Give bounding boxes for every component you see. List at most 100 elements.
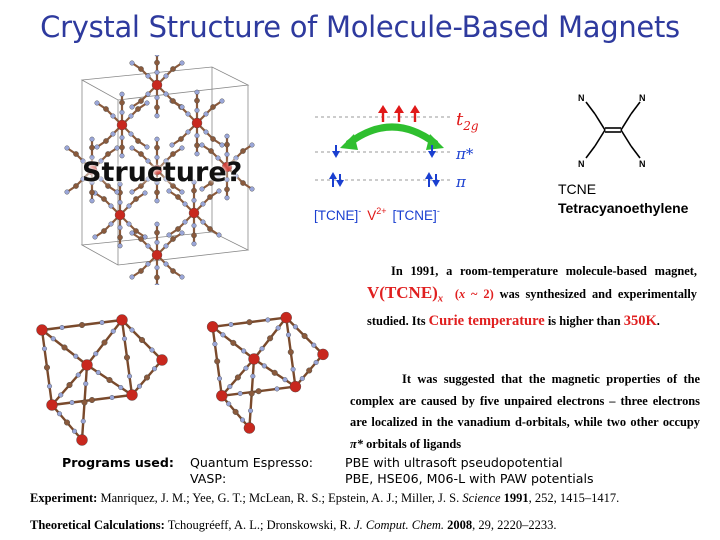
nitrogen-atom <box>163 261 169 267</box>
nitrogen-atom <box>92 234 98 240</box>
nitrogen-atom <box>129 274 135 280</box>
nitrogen-atom <box>142 190 148 196</box>
vanadium-atom <box>46 399 58 411</box>
nitrogen-atom <box>57 411 63 417</box>
nitrogen-atom <box>219 98 225 104</box>
nitrogen-atom <box>200 219 206 225</box>
vanadium-atom <box>243 422 256 434</box>
nitrogen-atom <box>259 346 265 352</box>
nitrogen-atom <box>179 145 185 151</box>
nitrogen-atom <box>154 221 160 227</box>
carbon-atom <box>210 136 216 142</box>
nitrogen-label: N <box>639 159 646 169</box>
carbon-atom <box>117 234 123 241</box>
carbon-atom <box>88 396 95 403</box>
pi-label: π <box>455 173 467 191</box>
nitrogen-atom <box>215 155 221 161</box>
nitrogen-atom <box>216 188 222 194</box>
vanadium-atom <box>317 348 329 361</box>
nitrogen-atom <box>217 376 223 382</box>
nitrogen-atom <box>203 111 209 117</box>
carbon-atom <box>230 339 237 346</box>
nitrogen-atom <box>114 189 120 195</box>
carbon-atom <box>170 268 176 274</box>
nitrogen-atom <box>129 104 135 110</box>
nitrogen-atom <box>145 261 151 267</box>
exchange-arrow <box>345 123 439 147</box>
vanadium-atom <box>151 79 163 91</box>
nitrogen-atom <box>119 91 125 97</box>
carbon-atom <box>301 333 308 340</box>
nitrogen-atom <box>75 372 81 378</box>
nitrogen-atom <box>163 158 169 164</box>
nitrogen-atom <box>109 394 115 400</box>
carbon-atom <box>103 106 109 112</box>
nitrogen-atom <box>154 136 160 142</box>
carbon-atom <box>255 388 262 395</box>
nitrogen-atom <box>129 189 135 195</box>
nitrogen-atom <box>154 180 160 186</box>
carbon-atom <box>194 142 200 149</box>
nitrogen-atom <box>80 158 86 164</box>
nitrogen-atom <box>185 111 191 117</box>
carbon-atom <box>133 196 139 202</box>
carbon-atom <box>214 358 221 365</box>
nitrogen-atom <box>128 131 134 137</box>
nitrogen-atom <box>179 274 185 280</box>
nitrogen-atom <box>119 109 125 115</box>
nitrogen-atom <box>117 243 123 249</box>
discovery-paragraph: In 1991, a room-temperature molecule-bas… <box>367 264 697 330</box>
carbon-atom <box>240 148 246 154</box>
carbon-atom <box>138 337 145 344</box>
nitrogen-atom <box>73 353 79 359</box>
nitrogen-atom <box>224 133 230 139</box>
slide-title: Crystal Structure of Molecule-Based Magn… <box>40 10 680 44</box>
nitrogen-atom <box>179 189 185 195</box>
carbon-atom <box>210 104 216 110</box>
ligand-electrons <box>329 145 440 187</box>
carbon-atom <box>267 335 274 342</box>
carbon-atom <box>208 148 214 154</box>
nitrogen-label: N <box>578 93 585 103</box>
crystal-packing-image-2 <box>206 311 329 434</box>
nitrogen-atom <box>203 129 209 135</box>
nitrogen-atom <box>119 135 125 141</box>
carbon-atom <box>143 374 150 381</box>
program-desc-1: PBE with ultrasoft pseudopotential <box>345 455 563 470</box>
crystal-packing-image-1 <box>36 314 168 446</box>
nitrogen-atom <box>299 376 305 382</box>
carbon-atom <box>271 369 278 376</box>
carbon-atom <box>101 228 107 234</box>
nitrogen-atom <box>265 317 271 323</box>
nitrogen-atom <box>154 69 160 75</box>
nitrogen-atom <box>89 198 95 204</box>
nitrogen-atom <box>129 327 135 333</box>
nitrogen-atom <box>194 89 200 95</box>
carbon-atom <box>61 344 68 351</box>
carbon-atom <box>232 408 239 415</box>
nitrogen-atom <box>224 195 230 201</box>
nitrogen-atom <box>194 107 200 113</box>
nitrogen-atom <box>119 153 125 159</box>
nitrogen-atom <box>42 346 48 352</box>
nitrogen-atom <box>59 325 65 331</box>
program-name-1: Quantum Espresso: <box>190 455 314 470</box>
nitrogen-atom <box>241 348 247 354</box>
nitrogen-atom <box>163 73 169 79</box>
carbon-atom <box>154 189 160 196</box>
nitrogen-atom <box>179 230 185 236</box>
vanadium-atom <box>188 207 200 219</box>
carbon-atom <box>208 180 214 186</box>
nitrogen-atom <box>129 230 135 236</box>
nitrogen-atom <box>110 113 116 119</box>
nitrogen-atom <box>191 197 197 203</box>
carbon-atom <box>246 319 253 326</box>
nitrogen-atom <box>290 366 296 372</box>
nitrogen-atom <box>95 369 101 375</box>
carbon-atom <box>287 349 294 356</box>
carbon-atom <box>101 196 107 202</box>
carbon-atom <box>103 138 109 144</box>
nitrogen-atom <box>80 176 86 182</box>
nitrogen-atom <box>228 322 234 328</box>
carbon-atom <box>81 399 88 406</box>
